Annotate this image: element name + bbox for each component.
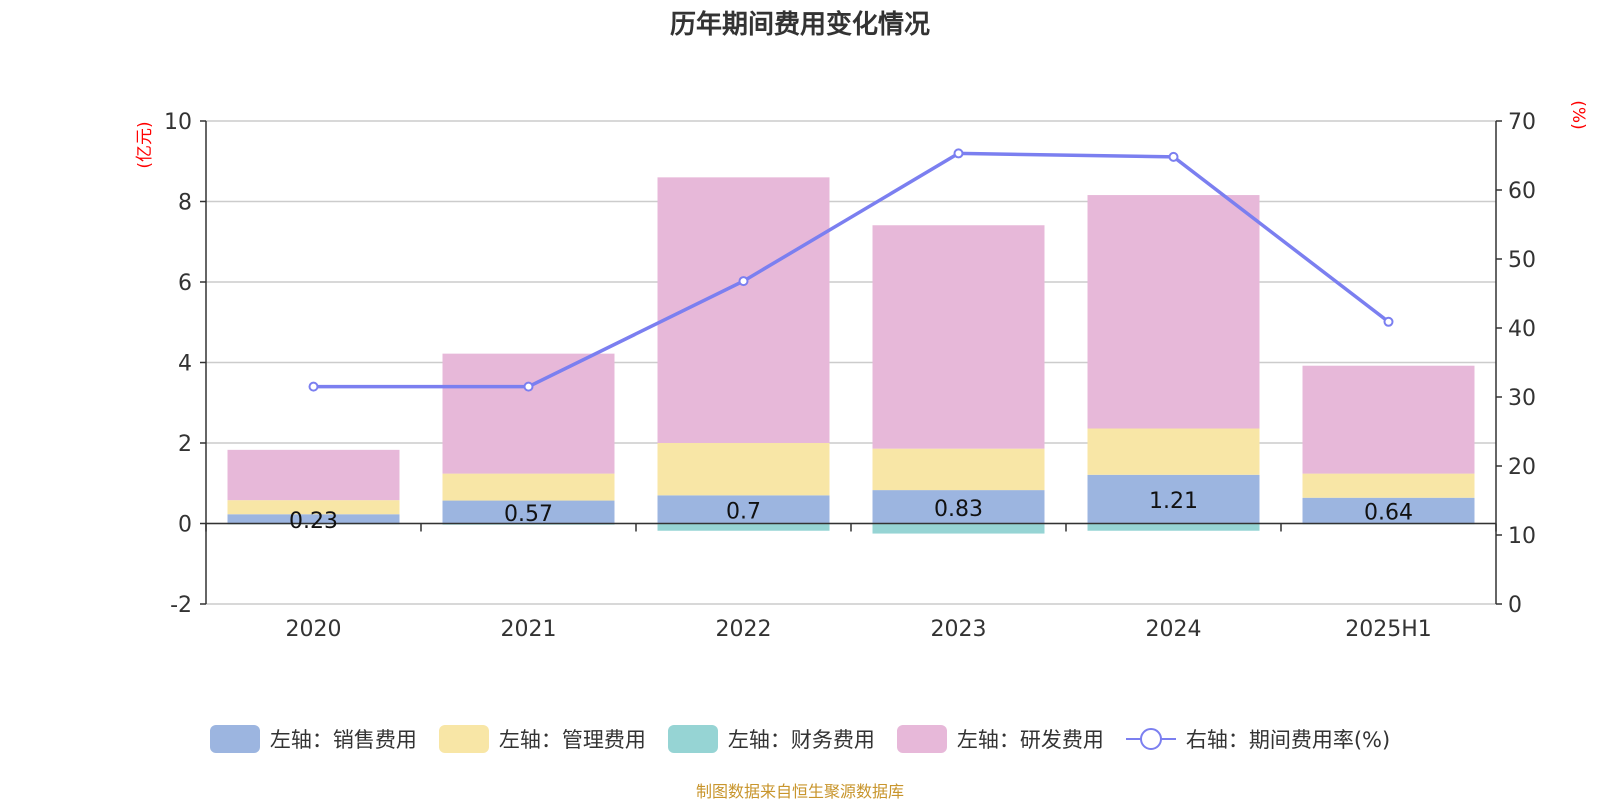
bar-segment bbox=[872, 448, 1045, 491]
data-labels: 0.23 0.57 0.7 0.83 1.21 0.64 bbox=[289, 489, 1413, 534]
legend-label: 右轴：期间费用率(%) bbox=[1185, 728, 1391, 752]
legend-item[interactable]: 左轴：管理费用 bbox=[438, 724, 646, 754]
bar-segment bbox=[442, 353, 615, 474]
right-axis-tick-label: 60 bbox=[1508, 179, 1536, 204]
bar-segment bbox=[1087, 474, 1260, 524]
bar-segment bbox=[1302, 497, 1475, 524]
legend-swatch bbox=[438, 725, 489, 753]
right-axis-tick-label: 50 bbox=[1508, 248, 1536, 273]
right-axis-tick-label: 70 bbox=[1508, 110, 1536, 135]
legend-item[interactable]: 右轴：期间费用率(%) bbox=[1125, 724, 1391, 754]
left-axis-tick-label: 4 bbox=[178, 352, 192, 377]
x-axis-tick-label: 2021 bbox=[501, 617, 557, 642]
source-note: 制图数据来自恒生聚源数据库 bbox=[695, 782, 904, 801]
right-axis-tick-label: 30 bbox=[1508, 386, 1536, 411]
x-axis-tick-label: 2024 bbox=[1146, 617, 1202, 642]
x-axis-tick-label: 2025H1 bbox=[1345, 617, 1432, 642]
bar-segment bbox=[872, 225, 1045, 449]
right-axis-tick-label: 10 bbox=[1508, 524, 1536, 549]
bar-segment bbox=[872, 490, 1045, 524]
legend-label: 左轴：研发费用 bbox=[956, 728, 1104, 752]
legend-swatch bbox=[209, 725, 260, 753]
x-axis-tick-label: 2022 bbox=[716, 617, 772, 642]
bar-segment bbox=[657, 523, 830, 531]
left-axis-tick-label: 2 bbox=[178, 432, 192, 457]
bar-segment bbox=[227, 449, 400, 501]
bar-segment bbox=[657, 495, 830, 524]
right-axis-tick-label: 20 bbox=[1508, 455, 1536, 480]
bar-data-label: 0.57 bbox=[504, 502, 553, 527]
bar-segment bbox=[442, 500, 615, 524]
legend-item[interactable]: 左轴：研发费用 bbox=[896, 724, 1104, 754]
bar-segment bbox=[1087, 195, 1260, 429]
legend-item[interactable]: 左轴：销售费用 bbox=[209, 724, 417, 754]
bar-data-label: 1.21 bbox=[1149, 489, 1198, 514]
rate-point bbox=[523, 381, 534, 392]
legend-label: 左轴：销售费用 bbox=[269, 728, 417, 752]
legend-label: 左轴：财务费用 bbox=[727, 728, 875, 752]
legend: 左轴：销售费用 左轴：管理费用 左轴：财务费用 左轴：研发费用 右轴：期间费用率(%) bbox=[0, 724, 1600, 754]
chart-title: 历年期间费用变化情况 bbox=[669, 10, 930, 40]
bar-segment bbox=[227, 514, 400, 524]
bar-segment bbox=[1302, 473, 1475, 498]
legend-label: 左轴：管理费用 bbox=[498, 728, 646, 752]
grid-lines bbox=[206, 120, 1496, 605]
left-axis-tick-label: 8 bbox=[178, 191, 192, 216]
bar-segment bbox=[442, 473, 615, 501]
x-axis-tick-label: 2020 bbox=[286, 617, 342, 642]
legend-line-swatch bbox=[1125, 725, 1176, 753]
rate-point bbox=[953, 148, 964, 159]
bar-layer bbox=[227, 177, 1475, 534]
x-axis-tick-label: 2023 bbox=[931, 617, 987, 642]
axes: -2 0 2 4 6 8 10 0 10 20 30 40 50 60 70 2020 2021 2022 2023… bbox=[135, 100, 1588, 642]
left-axis-tick-label: 10 bbox=[164, 110, 192, 135]
rate-point bbox=[1383, 316, 1394, 327]
bar-data-label: 0.7 bbox=[726, 499, 761, 524]
rate-point bbox=[738, 276, 749, 287]
bar-segment bbox=[657, 443, 830, 496]
right-axis-tick-label: 0 bbox=[1508, 593, 1522, 618]
bar-data-label: 0.23 bbox=[289, 509, 338, 534]
rate-point bbox=[308, 381, 319, 392]
left-axis-unit: (亿元) bbox=[135, 121, 155, 168]
bar-data-label: 0.83 bbox=[934, 497, 983, 522]
rate-line bbox=[313, 151, 1390, 389]
bar-data-label: 0.64 bbox=[1364, 501, 1413, 526]
line-layer bbox=[308, 148, 1394, 392]
rate-point bbox=[1168, 151, 1179, 162]
right-axis-unit: (%) bbox=[1568, 100, 1588, 129]
legend-item[interactable]: 左轴：财务费用 bbox=[667, 724, 875, 754]
right-axis-tick-label: 40 bbox=[1508, 317, 1536, 342]
bar-segment bbox=[227, 500, 400, 515]
bar-segment bbox=[872, 523, 1045, 534]
bar-segment bbox=[1087, 428, 1260, 475]
bar-segment bbox=[1302, 365, 1475, 474]
left-axis-tick-label: 6 bbox=[178, 271, 192, 296]
legend-swatch bbox=[896, 725, 947, 753]
bar-segment bbox=[1087, 523, 1260, 531]
left-axis-tick-label: -2 bbox=[170, 593, 192, 618]
left-axis-tick-label: 0 bbox=[178, 513, 192, 538]
legend-swatch bbox=[667, 725, 718, 753]
